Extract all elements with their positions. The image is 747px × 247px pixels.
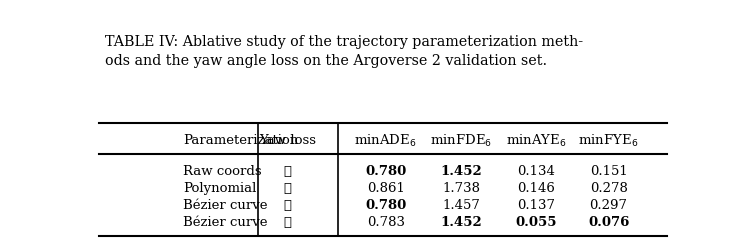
Text: 0.055: 0.055 (515, 216, 557, 229)
Text: ✓: ✓ (283, 216, 291, 229)
Text: 1.738: 1.738 (442, 182, 480, 195)
Text: minAYE$_6$: minAYE$_6$ (506, 133, 567, 149)
Text: 0.278: 0.278 (589, 182, 627, 195)
Text: ✗: ✗ (283, 199, 291, 212)
Text: 0.780: 0.780 (365, 199, 406, 212)
Text: minFYE$_6$: minFYE$_6$ (578, 133, 639, 149)
Text: 1.452: 1.452 (440, 216, 482, 229)
Text: 0.134: 0.134 (518, 165, 555, 178)
Text: Bézier curve: Bézier curve (183, 216, 267, 229)
Text: Raw coords: Raw coords (183, 165, 261, 178)
Text: 0.151: 0.151 (589, 165, 627, 178)
Text: Polynomial: Polynomial (183, 182, 256, 195)
Text: ✗: ✗ (283, 182, 291, 195)
Text: 0.146: 0.146 (518, 182, 555, 195)
Text: minADE$_6$: minADE$_6$ (354, 133, 417, 149)
Text: Yaw loss: Yaw loss (258, 134, 316, 147)
Text: TABLE IV: Ablative study of the trajectory parameterization meth-
ods and the ya: TABLE IV: Ablative study of the trajecto… (105, 35, 583, 68)
Text: minFDE$_6$: minFDE$_6$ (430, 133, 492, 149)
Text: 0.783: 0.783 (367, 216, 405, 229)
Text: 0.861: 0.861 (367, 182, 405, 195)
Text: 0.137: 0.137 (517, 199, 555, 212)
Text: 0.780: 0.780 (365, 165, 406, 178)
Text: Bézier curve: Bézier curve (183, 199, 267, 212)
Text: 1.457: 1.457 (442, 199, 480, 212)
Text: 1.452: 1.452 (440, 165, 482, 178)
Text: ✗: ✗ (283, 165, 291, 178)
Text: 0.297: 0.297 (589, 199, 627, 212)
Text: Parameterization: Parameterization (183, 134, 298, 147)
Text: 0.076: 0.076 (588, 216, 629, 229)
